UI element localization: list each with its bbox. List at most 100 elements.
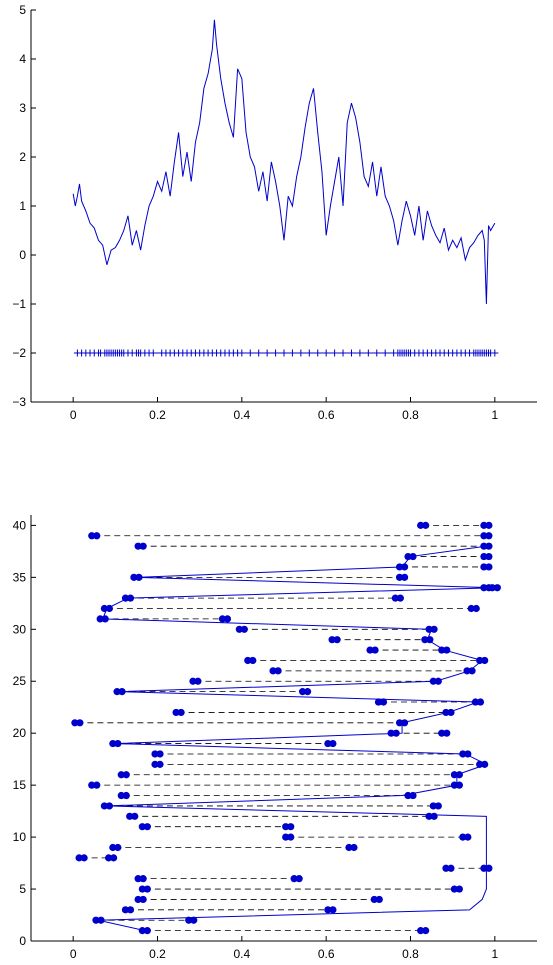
y-tick-label: 40 xyxy=(13,518,27,532)
interval-endpoint-dot xyxy=(218,615,227,623)
interval-endpoint-dot xyxy=(324,906,332,914)
y-tick-label: 5 xyxy=(19,3,26,17)
interval-endpoint-dot xyxy=(109,843,117,852)
interval-endpoint-dot xyxy=(269,667,277,675)
x-tick-label: 0.6 xyxy=(318,408,335,422)
plus-marker xyxy=(373,349,381,357)
interval-endpoint-dot xyxy=(430,625,438,633)
interval-endpoint-dot xyxy=(80,854,88,862)
plus-marker xyxy=(297,349,305,357)
interval-endpoint-dot xyxy=(493,584,501,592)
interval-endpoint-dot xyxy=(122,791,130,800)
x-tick-label: 1 xyxy=(491,408,498,422)
x-tick-label: 0.4 xyxy=(233,408,250,422)
interval-endpoint-dot xyxy=(298,688,307,696)
interval-endpoint-dot xyxy=(488,584,496,592)
interval-endpoint-dot xyxy=(480,864,488,872)
interval-endpoint-dot xyxy=(400,563,409,571)
interval-endpoint-dot xyxy=(138,885,146,893)
interval-endpoint-dot xyxy=(131,812,139,820)
interval-endpoint-dot xyxy=(455,781,463,789)
y-tick-label: 25 xyxy=(13,674,27,688)
interval-endpoint-dot xyxy=(328,636,336,644)
x-tick-label: 0 xyxy=(70,947,77,961)
y-tick-label: 10 xyxy=(13,830,27,844)
interval-endpoint-dot xyxy=(485,864,493,872)
interval-endpoint-dot xyxy=(480,542,488,550)
plus-marker xyxy=(246,349,254,357)
interval-endpoint-dot xyxy=(463,667,471,675)
interval-endpoint-dot xyxy=(287,833,295,841)
plus-marker xyxy=(255,349,263,357)
interval-endpoint-dot xyxy=(88,532,96,540)
interval-endpoint-dot xyxy=(464,833,472,841)
interval-endpoint-dot xyxy=(139,895,147,904)
interval-endpoint-dot xyxy=(88,781,96,789)
interval-endpoint-dot xyxy=(151,760,159,768)
interval-endpoint-dot xyxy=(395,719,404,727)
interval-endpoint-dot xyxy=(434,802,442,810)
plus-marker xyxy=(314,349,322,357)
x-tick-label: 0.2 xyxy=(149,947,166,961)
y-tick-label: −3 xyxy=(12,395,26,409)
interval-endpoint-dot xyxy=(134,895,142,904)
x-tick-label: 0.6 xyxy=(318,947,335,961)
interval-endpoint-dot xyxy=(476,760,484,768)
interval-endpoint-dot xyxy=(396,594,404,602)
plus-marker xyxy=(339,349,347,357)
interval-endpoint-dot xyxy=(400,573,409,581)
interval-endpoint-dot xyxy=(443,729,451,737)
interval-endpoint-dot xyxy=(93,781,101,789)
interval-endpoint-dot xyxy=(480,584,488,592)
interval-endpoint-dot xyxy=(189,677,197,685)
plus-marker xyxy=(272,349,280,357)
interval-endpoint-dot xyxy=(476,698,485,706)
interval-endpoint-dot xyxy=(485,542,493,550)
interval-endpoint-dot xyxy=(417,927,425,935)
plus-marker xyxy=(263,349,271,357)
interval-endpoint-dot xyxy=(290,875,298,883)
interval-endpoint-dot xyxy=(442,864,450,872)
plus-marker xyxy=(288,349,296,357)
interval-endpoint-dot xyxy=(371,646,379,654)
interval-endpoint-dot xyxy=(480,532,488,540)
y-tick-label: 15 xyxy=(13,778,27,792)
interval-endpoint-dot xyxy=(450,885,458,893)
interval-endpoint-dot xyxy=(425,812,433,820)
x-tick-label: 0.4 xyxy=(233,947,250,961)
interval-endpoint-dot xyxy=(139,542,147,550)
interval-endpoint-dot xyxy=(156,750,164,758)
interval-endpoint-dot xyxy=(114,843,122,852)
interval-endpoint-dot xyxy=(122,771,130,779)
x-tick-label: 0.8 xyxy=(402,947,419,961)
interval-endpoint-dot xyxy=(442,708,450,717)
interval-endpoint-dot xyxy=(185,916,193,924)
interval-endpoint-dot xyxy=(101,615,109,623)
interval-endpoint-dot xyxy=(71,719,79,727)
interval-endpoint-dot xyxy=(287,823,295,831)
interval-endpoint-dot xyxy=(464,750,472,758)
interval-endpoint-dot xyxy=(370,895,378,904)
y-tick-label: 20 xyxy=(13,726,27,740)
interval-endpoint-dot xyxy=(485,552,493,561)
interval-endpoint-dot xyxy=(143,927,151,935)
interval-endpoint-dot xyxy=(409,552,417,561)
interval-endpoint-dot xyxy=(282,823,290,831)
interval-endpoint-dot xyxy=(485,563,493,571)
interval-endpoint-dot xyxy=(409,791,417,800)
plus-marker xyxy=(149,349,157,357)
interval-endpoint-dot xyxy=(430,812,438,820)
interval-endpoint-dot xyxy=(350,843,358,852)
y-tick-label: 35 xyxy=(13,570,27,584)
interval-endpoint-dot xyxy=(105,802,113,810)
interval-endpoint-dot xyxy=(126,812,134,820)
plus-marker xyxy=(356,349,364,357)
interval-endpoint-dot xyxy=(481,656,489,665)
interval-endpoint-dot xyxy=(421,636,429,644)
interval-endpoint-dot xyxy=(459,750,467,758)
interval-endpoint-dot xyxy=(392,729,400,737)
interval-endpoint-dot xyxy=(76,719,84,727)
upper-line-chart: 0 0.2 0.4 0.6 0.8 1 −3 −2 −1 0 1 2 3 4 5 xyxy=(12,3,537,422)
y-tick-label: 3 xyxy=(19,101,26,115)
interval-endpoint-dot xyxy=(121,594,130,602)
